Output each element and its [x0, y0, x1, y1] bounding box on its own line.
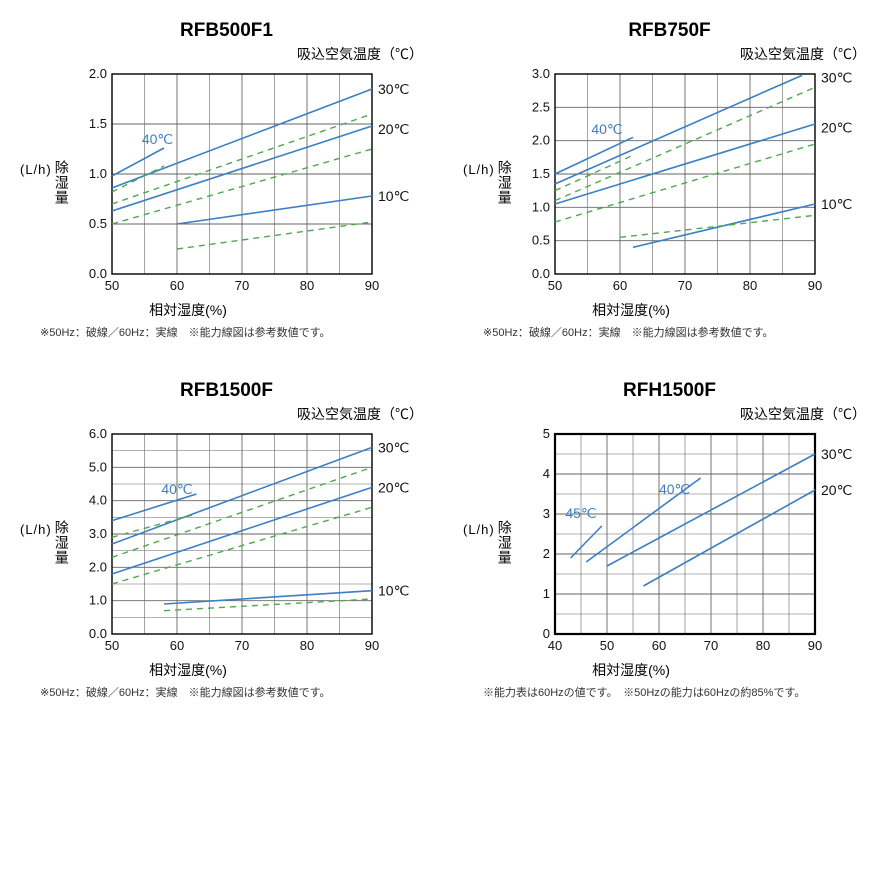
svg-text:10℃: 10℃ — [821, 196, 852, 212]
svg-text:5.0: 5.0 — [89, 459, 107, 474]
svg-text:70: 70 — [704, 638, 718, 653]
x-axis-label: 相対湿度(%) — [501, 660, 761, 680]
chart-footnote: ※50Hz：破線／60Hz：実線 ※能力線図は参考数値です。 — [20, 684, 433, 700]
y-axis-label: 除湿量(L/h) — [20, 160, 72, 205]
svg-text:6.0: 6.0 — [89, 426, 107, 441]
svg-text:0.0: 0.0 — [532, 266, 550, 281]
svg-text:2: 2 — [543, 546, 550, 561]
svg-text:2.0: 2.0 — [89, 559, 107, 574]
chart-panel-rfb1500f: RFB1500F吸込空気温度（℃）除湿量(L/h)50607080900.01.… — [20, 380, 433, 700]
svg-text:2.0: 2.0 — [89, 66, 107, 81]
chart-svg: 40506070809001234530℃20℃45℃40℃ — [517, 426, 865, 658]
chart-panel-rfh1500f: RFH1500F吸込空気温度（℃）除湿量(L/h)405060708090012… — [463, 380, 876, 700]
svg-text:3.0: 3.0 — [532, 66, 550, 81]
svg-text:45℃: 45℃ — [565, 505, 596, 521]
svg-text:10℃: 10℃ — [378, 188, 409, 204]
svg-text:20℃: 20℃ — [378, 121, 409, 137]
svg-text:5: 5 — [543, 426, 550, 441]
chart-svg: 50607080900.00.51.01.52.030℃20℃10℃40℃ — [74, 66, 422, 298]
svg-text:80: 80 — [756, 638, 770, 653]
svg-text:4.0: 4.0 — [89, 493, 107, 508]
y-axis-label: 除湿量(L/h) — [463, 520, 515, 565]
chart-title: RFB750F — [463, 20, 876, 42]
svg-text:60: 60 — [652, 638, 666, 653]
chart-title: RFB500F1 — [20, 20, 433, 42]
svg-text:20℃: 20℃ — [821, 119, 852, 135]
svg-text:70: 70 — [235, 278, 249, 293]
svg-text:80: 80 — [300, 638, 314, 653]
svg-text:20℃: 20℃ — [821, 482, 852, 498]
svg-text:1.5: 1.5 — [89, 116, 107, 131]
svg-text:90: 90 — [808, 638, 822, 653]
svg-text:30℃: 30℃ — [378, 439, 409, 455]
chart-panel-rfb500f1: RFB500F1吸込空気温度（℃）除湿量(L/h)50607080900.00.… — [20, 20, 433, 340]
svg-text:30℃: 30℃ — [821, 446, 852, 462]
svg-text:10℃: 10℃ — [378, 583, 409, 599]
svg-text:1.0: 1.0 — [532, 199, 550, 214]
svg-text:40℃: 40℃ — [161, 481, 192, 497]
svg-text:30℃: 30℃ — [821, 69, 852, 85]
svg-text:1.0: 1.0 — [89, 166, 107, 181]
svg-text:2.5: 2.5 — [532, 99, 550, 114]
chart-footnote: ※50Hz：破線／60Hz：実線 ※能力線図は参考数値です。 — [463, 324, 876, 340]
svg-text:40℃: 40℃ — [142, 131, 173, 147]
svg-text:90: 90 — [808, 278, 822, 293]
y-axis-label: 除湿量(L/h) — [463, 160, 515, 205]
svg-text:0.5: 0.5 — [532, 233, 550, 248]
y-axis-label: 除湿量(L/h) — [20, 520, 72, 565]
chart-footnote: ※50Hz：破線／60Hz：実線 ※能力線図は参考数値です。 — [20, 324, 433, 340]
svg-text:0.5: 0.5 — [89, 216, 107, 231]
svg-text:1: 1 — [543, 586, 550, 601]
chart-subtitle: 吸込空気温度（℃） — [20, 44, 433, 64]
svg-text:20℃: 20℃ — [378, 479, 409, 495]
svg-text:90: 90 — [365, 278, 379, 293]
svg-text:80: 80 — [743, 278, 757, 293]
svg-text:60: 60 — [170, 638, 184, 653]
svg-text:70: 70 — [235, 638, 249, 653]
svg-text:90: 90 — [365, 638, 379, 653]
svg-text:30℃: 30℃ — [378, 81, 409, 97]
svg-text:0: 0 — [543, 626, 550, 641]
chart-footnote: ※能力表は60Hzの値です。 ※50Hzの能力は60Hzの約85%です。 — [463, 684, 876, 700]
chart-title: RFB1500F — [20, 380, 433, 402]
chart-subtitle: 吸込空気温度（℃） — [463, 404, 876, 424]
chart-title: RFH1500F — [463, 380, 876, 402]
svg-text:60: 60 — [170, 278, 184, 293]
chart-svg: 50607080900.01.02.03.04.05.06.030℃20℃10℃… — [74, 426, 422, 658]
svg-text:2.0: 2.0 — [532, 133, 550, 148]
svg-text:3.0: 3.0 — [89, 526, 107, 541]
svg-text:50: 50 — [600, 638, 614, 653]
svg-text:40℃: 40℃ — [659, 481, 690, 497]
svg-text:4: 4 — [543, 466, 550, 481]
x-axis-label: 相対湿度(%) — [501, 300, 761, 320]
x-axis-label: 相対湿度(%) — [58, 660, 318, 680]
svg-text:0.0: 0.0 — [89, 266, 107, 281]
svg-text:40℃: 40℃ — [591, 121, 622, 137]
svg-text:3: 3 — [543, 506, 550, 521]
svg-text:1.5: 1.5 — [532, 166, 550, 181]
chart-subtitle: 吸込空気温度（℃） — [20, 404, 433, 424]
svg-text:80: 80 — [300, 278, 314, 293]
chart-svg: 50607080900.00.51.01.52.02.53.030℃20℃10℃… — [517, 66, 865, 298]
svg-text:0.0: 0.0 — [89, 626, 107, 641]
svg-text:70: 70 — [678, 278, 692, 293]
chart-subtitle: 吸込空気温度（℃） — [463, 44, 876, 64]
svg-text:60: 60 — [613, 278, 627, 293]
chart-panel-rfb750f: RFB750F吸込空気温度（℃）除湿量(L/h)50607080900.00.5… — [463, 20, 876, 340]
svg-text:1.0: 1.0 — [89, 593, 107, 608]
x-axis-label: 相対湿度(%) — [58, 300, 318, 320]
